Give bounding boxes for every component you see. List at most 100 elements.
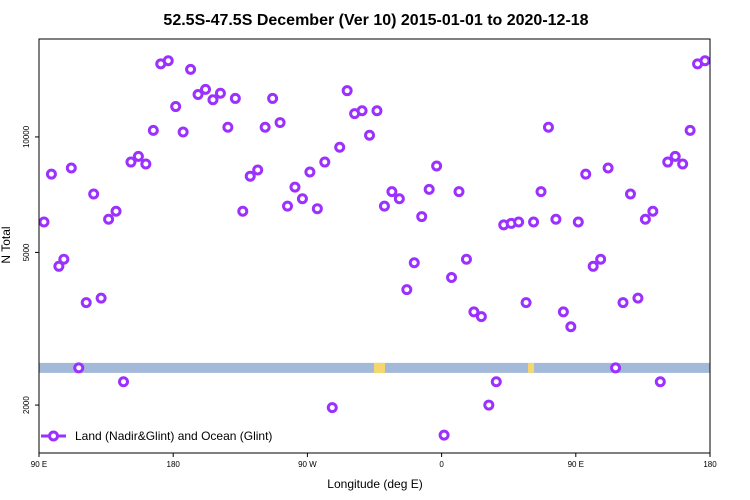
land-mark xyxy=(378,362,385,373)
data-point xyxy=(364,129,376,141)
data-point xyxy=(446,272,458,284)
data-point xyxy=(565,321,577,333)
data-point xyxy=(580,168,592,180)
x-tick-label: 180 xyxy=(703,460,717,469)
data-point xyxy=(334,141,346,153)
data-point xyxy=(45,168,57,180)
data-point xyxy=(647,205,659,217)
data-point xyxy=(65,162,77,174)
data-point xyxy=(252,164,264,176)
data-point xyxy=(475,311,487,323)
data-point xyxy=(229,92,241,104)
chart-title: 52.5S-47.5S December (Ver 10) 2015-01-01… xyxy=(163,12,588,29)
data-point xyxy=(624,188,636,200)
data-point xyxy=(311,203,323,215)
data-point xyxy=(617,297,629,309)
data-point xyxy=(53,260,65,272)
data-point xyxy=(117,376,129,388)
data-point xyxy=(639,213,651,225)
data-point xyxy=(669,150,681,162)
x-axis-label: Longitude (deg E) xyxy=(327,477,422,491)
legend: Land (Nadir&Glint) and Ocean (Glint) xyxy=(41,429,272,443)
y-tick-label: 10000 xyxy=(22,125,31,148)
data-point xyxy=(73,362,85,374)
data-point xyxy=(438,429,450,441)
data-point xyxy=(341,85,353,97)
data-point xyxy=(535,186,547,198)
data-point xyxy=(595,253,607,265)
data-point xyxy=(408,257,420,269)
data-point xyxy=(431,160,443,172)
data-point xyxy=(103,213,115,225)
data-point xyxy=(542,121,554,133)
data-point xyxy=(416,211,428,223)
x-tick-label: 90 W xyxy=(298,460,317,469)
data-point xyxy=(490,376,502,388)
data-point xyxy=(95,292,107,304)
data-point xyxy=(460,253,472,265)
data-point xyxy=(401,284,413,296)
data-point xyxy=(483,399,495,411)
legend-marker xyxy=(48,430,59,442)
data-point xyxy=(393,193,405,205)
data-point xyxy=(38,216,50,228)
data-point xyxy=(304,166,316,178)
x-axis: 90 E 180 90 W 0 90 E 180 xyxy=(31,453,717,469)
data-point xyxy=(274,117,286,129)
data-point xyxy=(296,193,308,205)
data-point xyxy=(654,376,666,388)
data-point xyxy=(140,158,152,170)
x-tick-label: 90 E xyxy=(568,460,584,469)
data-point xyxy=(214,87,226,99)
data-point xyxy=(207,94,219,106)
y-tick-label: 5000 xyxy=(22,243,31,261)
data-point xyxy=(572,216,584,228)
data-point xyxy=(513,216,525,228)
data-point xyxy=(677,158,689,170)
y-axis: 2000 5000 10000 xyxy=(22,125,39,414)
data-point xyxy=(423,183,435,195)
y-axis-label: N Total xyxy=(0,226,13,263)
data-point xyxy=(200,83,212,95)
data-point xyxy=(662,156,674,168)
data-point xyxy=(244,170,256,182)
data-point xyxy=(453,186,465,198)
data-point xyxy=(132,150,144,162)
points-layer xyxy=(38,55,711,441)
x-tick-label: 90 E xyxy=(31,460,47,469)
data-point xyxy=(192,89,204,101)
data-point xyxy=(378,200,390,212)
data-point xyxy=(289,181,301,193)
data-point xyxy=(528,216,540,228)
mask-band-layer xyxy=(39,362,710,373)
x-tick-label: 0 xyxy=(439,460,444,469)
data-point xyxy=(557,306,569,318)
data-point xyxy=(58,253,70,265)
data-point xyxy=(80,297,92,309)
data-point xyxy=(356,105,368,117)
data-point xyxy=(386,186,398,198)
data-point xyxy=(632,292,644,304)
y-tick-label: 2000 xyxy=(22,396,31,414)
data-point xyxy=(177,126,189,138)
data-point xyxy=(170,101,182,113)
data-point xyxy=(610,362,622,374)
data-point xyxy=(520,297,532,309)
data-point xyxy=(602,162,614,174)
data-point xyxy=(684,124,696,136)
data-point xyxy=(267,92,279,104)
data-point xyxy=(587,260,599,272)
data-point xyxy=(185,63,197,75)
land-mark xyxy=(528,362,535,373)
data-point xyxy=(88,188,100,200)
data-point xyxy=(147,124,159,136)
data-point xyxy=(371,105,383,117)
data-point xyxy=(259,121,271,133)
x-tick-label: 180 xyxy=(167,460,181,469)
data-point xyxy=(550,213,562,225)
data-point xyxy=(319,156,331,168)
data-point xyxy=(699,55,711,67)
data-point xyxy=(222,121,234,133)
data-point xyxy=(125,156,137,168)
